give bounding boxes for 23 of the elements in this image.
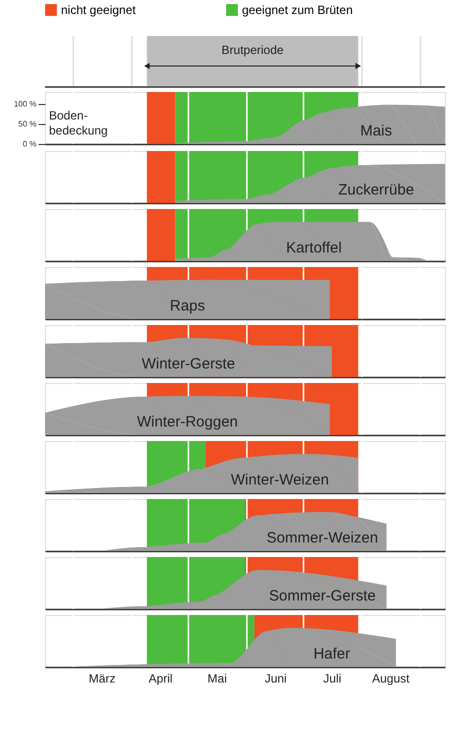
text: Brutperiode — [222, 43, 284, 57]
series-label: Hafer — [313, 645, 350, 662]
legend-label: nicht geeignet — [61, 3, 136, 17]
series-label: Kartoffel — [286, 239, 342, 256]
x-tick-label: April — [148, 672, 173, 686]
series-label: Sommer-Gerste — [269, 587, 376, 604]
series-label: Winter-Gerste — [142, 355, 236, 372]
series-label: Winter-Roggen — [137, 413, 238, 430]
series-label: Sommer-Weizen — [266, 529, 378, 546]
series-label: Zuckerrübe — [338, 181, 414, 198]
y-tick-label: 0 % — [22, 140, 36, 148]
y-axis-title: Boden- bedeckung — [49, 108, 108, 138]
x-tick-label: Juni — [264, 672, 287, 686]
x-tick-label: März — [88, 672, 116, 686]
legend-label: geeignet zum Brüten — [242, 3, 353, 17]
series-label: Mais — [360, 122, 392, 140]
y-tick-label: 50 % — [18, 120, 36, 128]
x-tick-label: Mai — [208, 672, 227, 686]
series-label: Raps — [170, 297, 205, 314]
x-tick-label: Juli — [323, 672, 342, 686]
x-tick-label: August — [372, 672, 410, 686]
series-label: Winter-Weizen — [230, 471, 329, 488]
y-tick-label: 100 % — [14, 100, 36, 108]
